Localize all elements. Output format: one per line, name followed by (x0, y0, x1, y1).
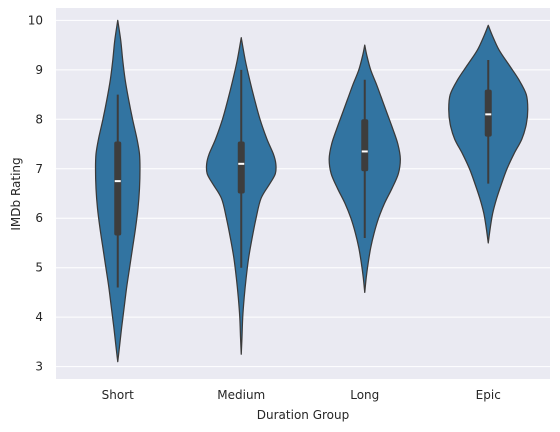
violin-medium (205, 37, 277, 355)
y-tick-label: 5 (35, 261, 43, 275)
iqr-box (237, 141, 245, 194)
y-tick-labels: 3 4 5 6 7 8 9 10 (28, 13, 43, 373)
violin-epic (448, 24, 529, 244)
y-tick-label: 10 (28, 13, 43, 27)
x-tick-label: Medium (217, 388, 265, 402)
iqr-box (484, 89, 492, 137)
x-axis-label: Duration Group (257, 408, 349, 422)
violin-short (94, 19, 141, 363)
iqr-box (361, 119, 369, 172)
y-tick-label: 8 (35, 112, 43, 126)
x-tick-label: Short (102, 388, 134, 402)
x-tick-labels: Short Medium Long Epic (102, 388, 501, 402)
violin-long (328, 44, 401, 294)
x-tick-label: Long (350, 388, 379, 402)
y-tick-label: 4 (35, 310, 43, 324)
iqr-box (114, 141, 122, 236)
y-tick-label: 3 (35, 360, 43, 374)
x-tick-label: Epic (476, 388, 501, 402)
y-tick-label: 7 (35, 162, 43, 176)
y-axis-label: IMDb Rating (9, 157, 23, 230)
violins (94, 19, 529, 363)
y-tick-label: 9 (35, 63, 43, 77)
y-tick-label: 6 (35, 211, 43, 225)
